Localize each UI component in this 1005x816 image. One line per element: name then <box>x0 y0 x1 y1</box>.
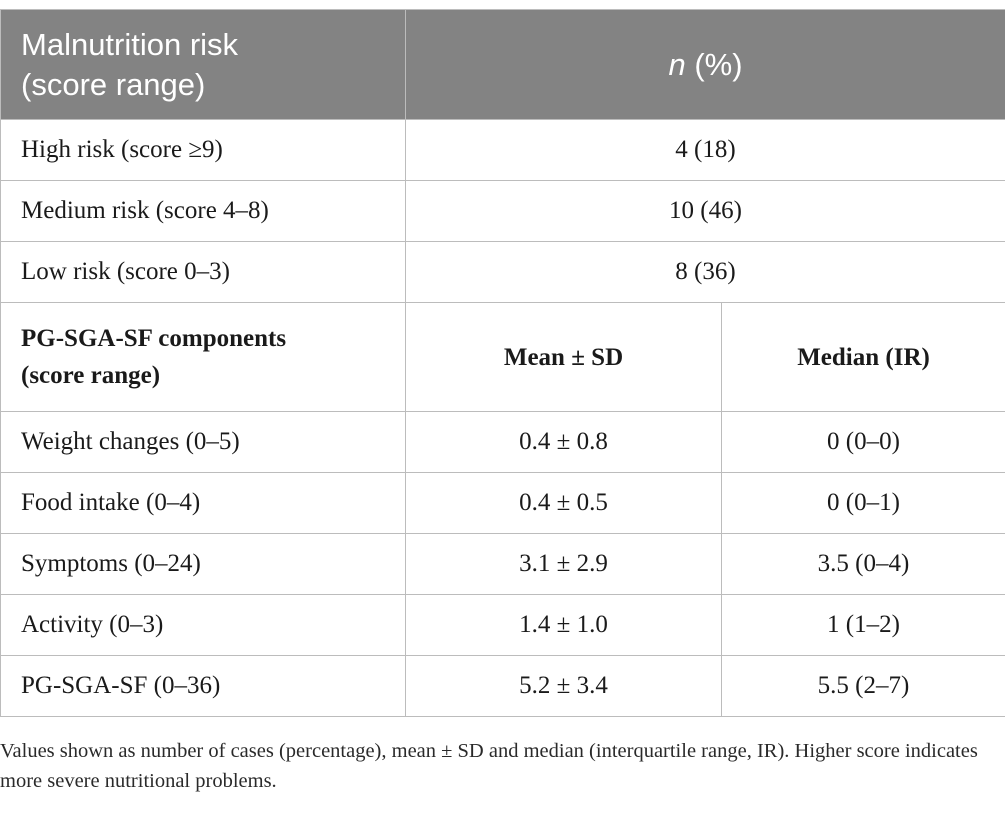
component-mean: 0.4 ± 0.5 <box>405 472 722 534</box>
table-row: Weight changes (0–5) 0.4 ± 0.8 0 (0–0) <box>0 411 1005 473</box>
component-label: Activity (0–3) <box>0 594 406 656</box>
malnutrition-risk-table: Malnutrition risk (score range) n (%) Hi… <box>0 9 1005 717</box>
table-row: High risk (score ≥9) 4 (18) <box>0 119 1005 181</box>
component-mean: 3.1 ± 2.9 <box>405 533 722 595</box>
component-label: PG-SGA-SF (0–36) <box>0 655 406 717</box>
table-row: Low risk (score 0–3) 8 (36) <box>0 241 1005 303</box>
component-mean: 0.4 ± 0.8 <box>405 411 722 473</box>
header-risk-label: Malnutrition risk (score range) <box>0 9 406 120</box>
component-median: 0 (0–1) <box>720 472 1005 534</box>
risk-row-value: 8 (36) <box>404 241 1005 303</box>
header-risk-label-line2: (score range) <box>21 66 206 102</box>
table-row: Activity (0–3) 1.4 ± 1.0 1 (1–2) <box>0 594 1005 656</box>
component-median: 1 (1–2) <box>720 594 1005 656</box>
risk-row-value: 4 (18) <box>404 119 1005 181</box>
components-header-line1: PG-SGA-SF components <box>21 325 287 352</box>
component-mean: 5.2 ± 3.4 <box>405 655 722 717</box>
table-row: Symptoms (0–24) 3.1 ± 2.9 3.5 (0–4) <box>0 533 1005 595</box>
table-row: Medium risk (score 4–8) 10 (46) <box>0 180 1005 242</box>
component-median: 0 (0–0) <box>720 411 1005 473</box>
components-header-mean: Mean ± SD <box>405 302 722 412</box>
risk-row-label: Medium risk (score 4–8) <box>0 180 406 242</box>
risk-row-label: Low risk (score 0–3) <box>0 241 406 303</box>
table-row: PG-SGA-SF (0–36) 5.2 ± 3.4 5.5 (2–7) <box>0 655 1005 717</box>
components-header-line2: (score range) <box>21 362 161 389</box>
components-header-row: PG-SGA-SF components (score range) Mean … <box>0 302 1005 412</box>
risk-row-value: 10 (46) <box>404 180 1005 242</box>
component-median: 5.5 (2–7) <box>720 655 1005 717</box>
component-label: Weight changes (0–5) <box>0 411 406 473</box>
header-pct-label: (%) <box>685 46 743 82</box>
table-header-row: Malnutrition risk (score range) n (%) <box>0 9 1005 120</box>
header-n-label: n <box>668 46 686 82</box>
component-label: Food intake (0–4) <box>0 472 406 534</box>
table-footnote: Values shown as number of cases (percent… <box>0 740 978 792</box>
results-table-container: Malnutrition risk (score range) n (%) Hi… <box>0 9 1005 717</box>
risk-row-label: High risk (score ≥9) <box>0 119 406 181</box>
components-header-label: PG-SGA-SF components (score range) <box>0 302 406 412</box>
header-risk-label-line1: Malnutrition risk <box>21 26 239 62</box>
component-median: 3.5 (0–4) <box>720 533 1005 595</box>
components-header-median: Median (IR) <box>720 302 1005 412</box>
component-label: Symptoms (0–24) <box>0 533 406 595</box>
component-mean: 1.4 ± 1.0 <box>405 594 722 656</box>
table-row: Food intake (0–4) 0.4 ± 0.5 0 (0–1) <box>0 472 1005 534</box>
header-n-percent: n (%) <box>404 9 1005 120</box>
